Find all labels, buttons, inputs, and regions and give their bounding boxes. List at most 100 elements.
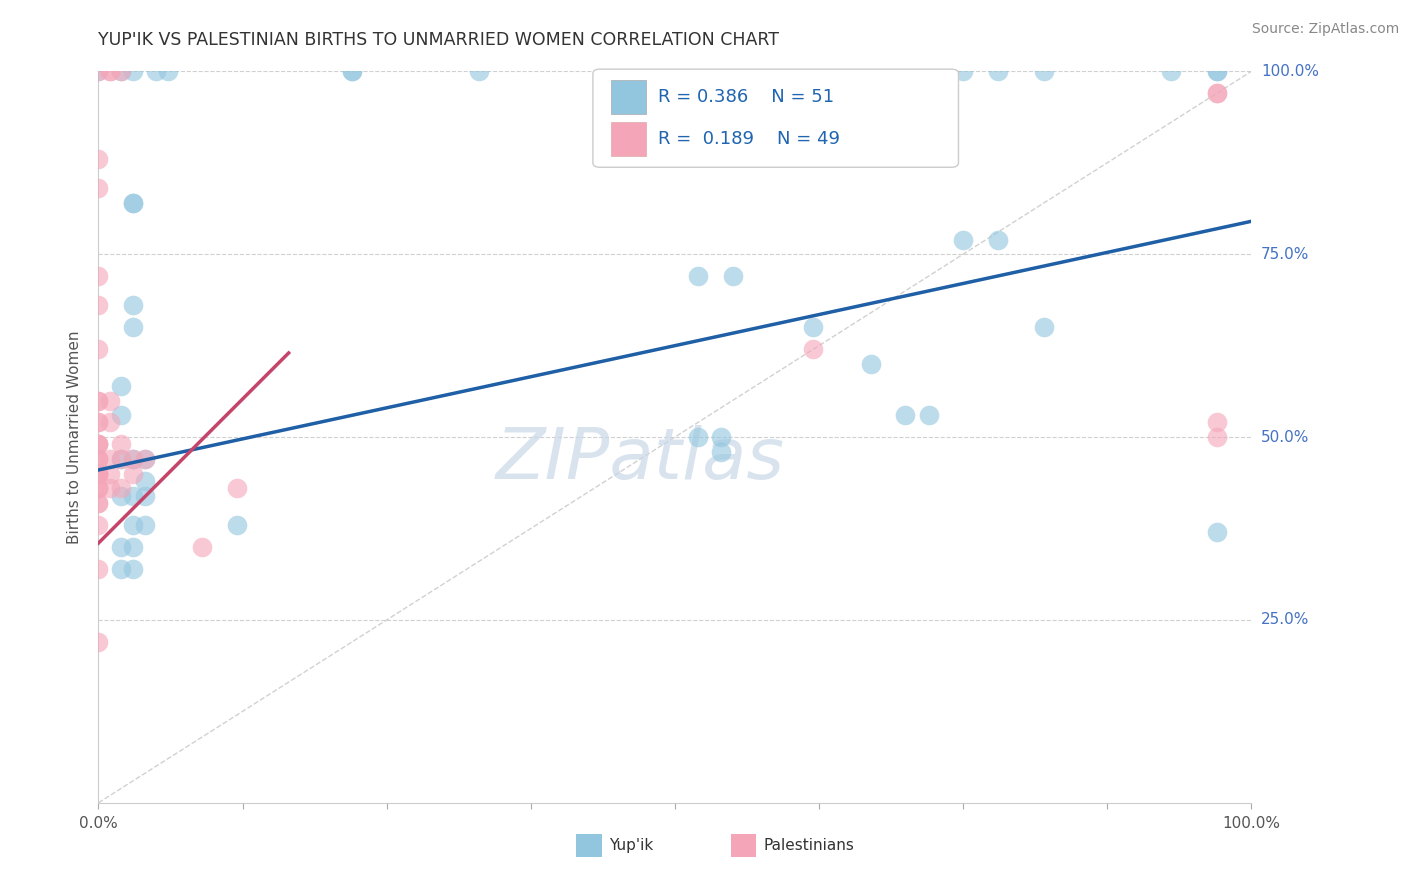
Point (87, 452, 110, 467)
Point (134, 452, 156, 467)
Text: Source: ZipAtlas.com: Source: ZipAtlas.com (1251, 22, 1399, 37)
Text: 100.0%: 100.0% (1261, 64, 1319, 78)
Point (1205, 525, 1227, 540)
Point (87, 481, 110, 495)
Point (98, 416, 121, 430)
Text: R =  0.189    N = 49: R = 0.189 N = 49 (658, 129, 839, 148)
Point (110, 562, 132, 576)
Point (225, 517, 247, 532)
Point (872, 64, 894, 78)
Point (87, 343, 110, 357)
Point (122, 540, 145, 554)
Point (122, 517, 145, 532)
Point (87, 393, 110, 408)
Point (87, 437, 110, 451)
Point (87, 562, 110, 576)
Point (87, 496, 110, 510)
Text: ZIPatlas: ZIPatlas (496, 425, 785, 493)
Point (1205, 430, 1227, 444)
Point (1205, 64, 1227, 78)
Text: Palestinians: Palestinians (763, 838, 855, 853)
Point (98, 64, 121, 78)
Point (122, 489, 145, 503)
Point (710, 444, 733, 458)
Point (87, 152, 110, 166)
Point (686, 430, 709, 444)
Point (87, 452, 110, 467)
Text: 75.0%: 75.0% (1261, 247, 1309, 261)
Point (134, 489, 156, 503)
Point (87, 452, 110, 467)
Point (952, 233, 974, 247)
Point (134, 452, 156, 467)
Point (1205, 87, 1227, 101)
Point (110, 408, 132, 422)
Point (122, 452, 145, 467)
Point (87, 437, 110, 451)
Point (721, 269, 744, 284)
Point (340, 64, 363, 78)
Point (1032, 64, 1054, 78)
Point (98, 467, 121, 481)
Point (87, 467, 110, 481)
Point (145, 64, 167, 78)
Point (110, 452, 132, 467)
Point (87, 467, 110, 481)
Point (1160, 64, 1182, 78)
Point (859, 357, 882, 371)
Text: 0.0%: 0.0% (79, 816, 118, 831)
Point (87, 298, 110, 312)
Point (110, 379, 132, 393)
Point (134, 517, 156, 532)
Point (98, 481, 121, 495)
Point (801, 320, 824, 334)
Point (756, 64, 779, 78)
Point (191, 540, 214, 554)
Text: 100.0%: 100.0% (1222, 816, 1281, 831)
Point (156, 64, 179, 78)
Text: YUP'IK VS PALESTINIAN BIRTHS TO UNMARRIED WOMEN CORRELATION CHART: YUP'IK VS PALESTINIAN BIRTHS TO UNMARRIE… (98, 31, 779, 49)
Point (987, 233, 1010, 247)
Point (686, 269, 709, 284)
Point (87, 481, 110, 495)
Point (801, 343, 824, 357)
Point (872, 64, 894, 78)
Point (1205, 64, 1227, 78)
Point (122, 452, 145, 467)
Point (98, 452, 121, 467)
Point (122, 196, 145, 211)
Point (110, 452, 132, 467)
Text: 25.0%: 25.0% (1261, 613, 1309, 627)
Text: R = 0.386    N = 51: R = 0.386 N = 51 (658, 87, 834, 106)
Y-axis label: Births to Unmarried Women: Births to Unmarried Women (67, 330, 83, 544)
Point (98, 64, 121, 78)
Point (87, 393, 110, 408)
Point (122, 562, 145, 576)
Point (87, 481, 110, 495)
Text: 50.0%: 50.0% (1261, 430, 1309, 444)
Point (1032, 320, 1054, 334)
Point (98, 393, 121, 408)
Point (122, 320, 145, 334)
Point (87, 467, 110, 481)
Point (122, 467, 145, 481)
Point (225, 481, 247, 495)
Point (110, 481, 132, 495)
Point (468, 64, 491, 78)
Point (110, 64, 132, 78)
Point (110, 437, 132, 451)
Point (87, 496, 110, 510)
Point (710, 430, 733, 444)
Point (87, 64, 110, 78)
Point (87, 269, 110, 284)
Point (122, 298, 145, 312)
Point (917, 408, 939, 422)
Point (87, 416, 110, 430)
Point (122, 196, 145, 211)
Point (87, 64, 110, 78)
Point (110, 540, 132, 554)
Point (122, 64, 145, 78)
Point (110, 489, 132, 503)
Point (87, 517, 110, 532)
Point (134, 474, 156, 488)
